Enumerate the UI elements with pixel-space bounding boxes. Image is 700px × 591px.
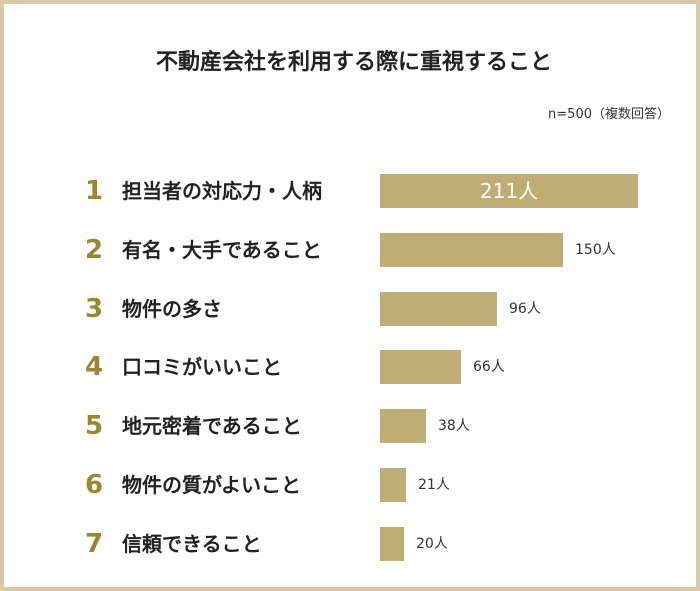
bar	[380, 350, 461, 384]
rank-number: 7	[84, 529, 104, 559]
category-label: 地元密着であること	[122, 414, 302, 438]
category-label: 信頼できること	[122, 532, 262, 556]
bar	[380, 174, 638, 208]
rank-number: 2	[84, 235, 104, 265]
bar	[380, 233, 563, 267]
rank-number: 1	[84, 176, 104, 206]
value-label: 38人	[438, 418, 470, 434]
category-label: 口コミがいいこと	[122, 355, 282, 379]
category-label: 物件の多さ	[122, 297, 222, 321]
bar-row: 3 物件の多さ 96人	[4, 290, 696, 328]
category-label: 物件の質がよいこと	[122, 473, 301, 497]
sample-note: n=500（複数回答）	[548, 107, 670, 122]
bar	[380, 468, 406, 502]
category-label: 有名・大手であること	[122, 238, 322, 262]
bar-row: 7 信頼できること 20人	[4, 525, 696, 563]
value-label: 21人	[418, 477, 450, 493]
bar-row: 5 地元密着であること 38人	[4, 407, 696, 445]
chart-title: 不動産会社を利用する際に重視すること	[155, 50, 552, 75]
value-label: 150人	[575, 242, 616, 258]
bar	[380, 292, 497, 326]
bar-row: 2 有名・大手であること 150人	[4, 231, 696, 269]
bar-row: 6 物件の質がよいこと 21人	[4, 466, 696, 504]
value-label: 20人	[416, 536, 448, 552]
bar-row: 1 担当者の対応力・人柄 211人	[4, 172, 696, 210]
rank-number: 5	[84, 411, 104, 441]
value-label: 96人	[509, 301, 541, 317]
bar-row: 4 口コミがいいこと 66人	[4, 348, 696, 386]
rank-number: 4	[84, 352, 104, 382]
rank-number: 3	[84, 294, 104, 324]
value-label: 211人	[479, 179, 539, 203]
bar	[380, 527, 404, 561]
value-label: 66人	[473, 359, 505, 375]
rank-number: 6	[84, 470, 104, 500]
category-label: 担当者の対応力・人柄	[122, 179, 322, 203]
bar	[380, 409, 426, 443]
